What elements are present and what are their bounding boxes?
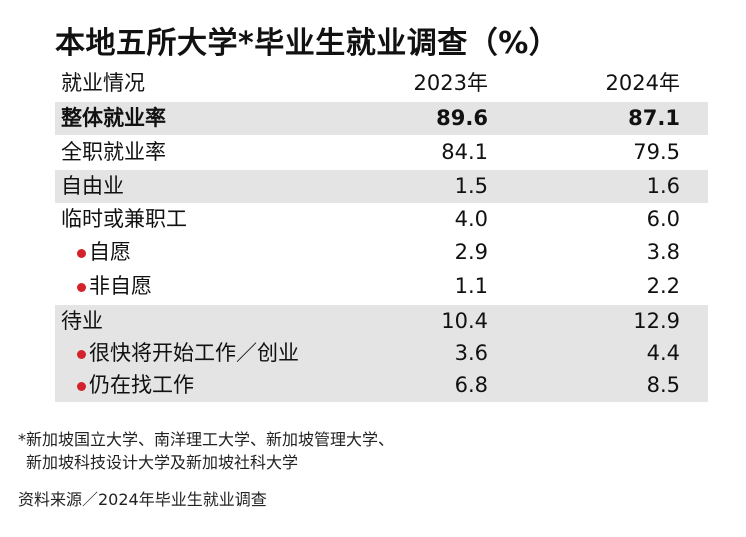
header-row: 就业情况 2023年 2024年: [55, 67, 708, 100]
table-row: 临时或兼职工 4.0 6.0: [55, 203, 708, 236]
footnote: *新加坡国立大学、南洋理工大学、新加坡管理大学、: [18, 430, 395, 449]
cell-value: 79.5: [633, 140, 680, 164]
table-row: 待业 10.4 12.9: [55, 305, 708, 338]
cell-value: 1.6: [646, 174, 680, 198]
cell-value: 84.1: [441, 140, 488, 164]
table-row: 整体就业率 89.6 87.1: [55, 102, 708, 135]
table-row: 很快将开始工作／创业 3.6 4.4: [55, 337, 708, 370]
cell-value: 89.6: [436, 106, 488, 130]
bullet: [77, 350, 86, 359]
table-row: 自由业 1.5 1.6: [55, 170, 708, 203]
source: 资料来源／2024年毕业生就业调查: [18, 490, 267, 509]
row-label: 很快将开始工作／创业: [89, 341, 299, 365]
title: 本地五所大学*毕业生就业调查（%）: [55, 26, 560, 61]
cell-value: 8.5: [646, 373, 680, 397]
row-label: 自由业: [61, 174, 124, 198]
cell-value: 87.1: [628, 106, 680, 130]
cell-value: 3.6: [454, 341, 488, 365]
cell-value: 10.4: [441, 309, 488, 333]
row-label: 仍在找工作: [89, 373, 194, 397]
cell-value: 4.0: [454, 207, 488, 231]
cell-value: 12.9: [633, 309, 680, 333]
cell-value: 4.4: [646, 341, 680, 365]
row-label: 待业: [61, 309, 103, 333]
header-cell: 2024年: [605, 71, 680, 95]
header-cell: 2023年: [413, 71, 488, 95]
row-label: 自愿: [89, 240, 131, 264]
bullet: [77, 283, 86, 292]
table-row: 仍在找工作 6.8 8.5: [55, 369, 708, 402]
row-label: 临时或兼职工: [61, 207, 187, 231]
header-cell: 就业情况: [61, 71, 145, 95]
bullet: [77, 249, 86, 258]
cell-value: 3.8: [646, 240, 680, 264]
row-label: 非自愿: [89, 274, 152, 298]
bullet: [77, 382, 86, 391]
cell-value: 6.0: [646, 207, 680, 231]
cell-value: 1.1: [454, 274, 488, 298]
footnote: 新加坡科技设计大学及新加坡社科大学: [26, 453, 299, 472]
row-label: 整体就业率: [61, 106, 166, 130]
cell-value: 6.8: [454, 373, 488, 397]
table-row: 全职就业率 84.1 79.5: [55, 136, 708, 169]
cell-value: 1.5: [454, 174, 488, 198]
table-row: 非自愿 1.1 2.2: [55, 270, 708, 303]
table-row: 自愿 2.9 3.8: [55, 236, 708, 269]
cell-value: 2.2: [646, 274, 680, 298]
row-label: 全职就业率: [61, 140, 166, 164]
cell-value: 2.9: [454, 240, 488, 264]
